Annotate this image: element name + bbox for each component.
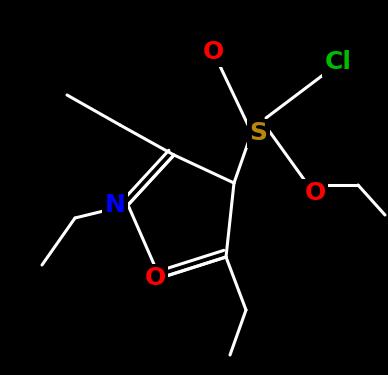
Text: N: N bbox=[104, 193, 125, 217]
Text: S: S bbox=[249, 121, 267, 145]
Text: O: O bbox=[144, 266, 166, 290]
Text: Cl: Cl bbox=[324, 50, 352, 74]
Text: O: O bbox=[304, 181, 326, 205]
Text: O: O bbox=[203, 40, 223, 64]
